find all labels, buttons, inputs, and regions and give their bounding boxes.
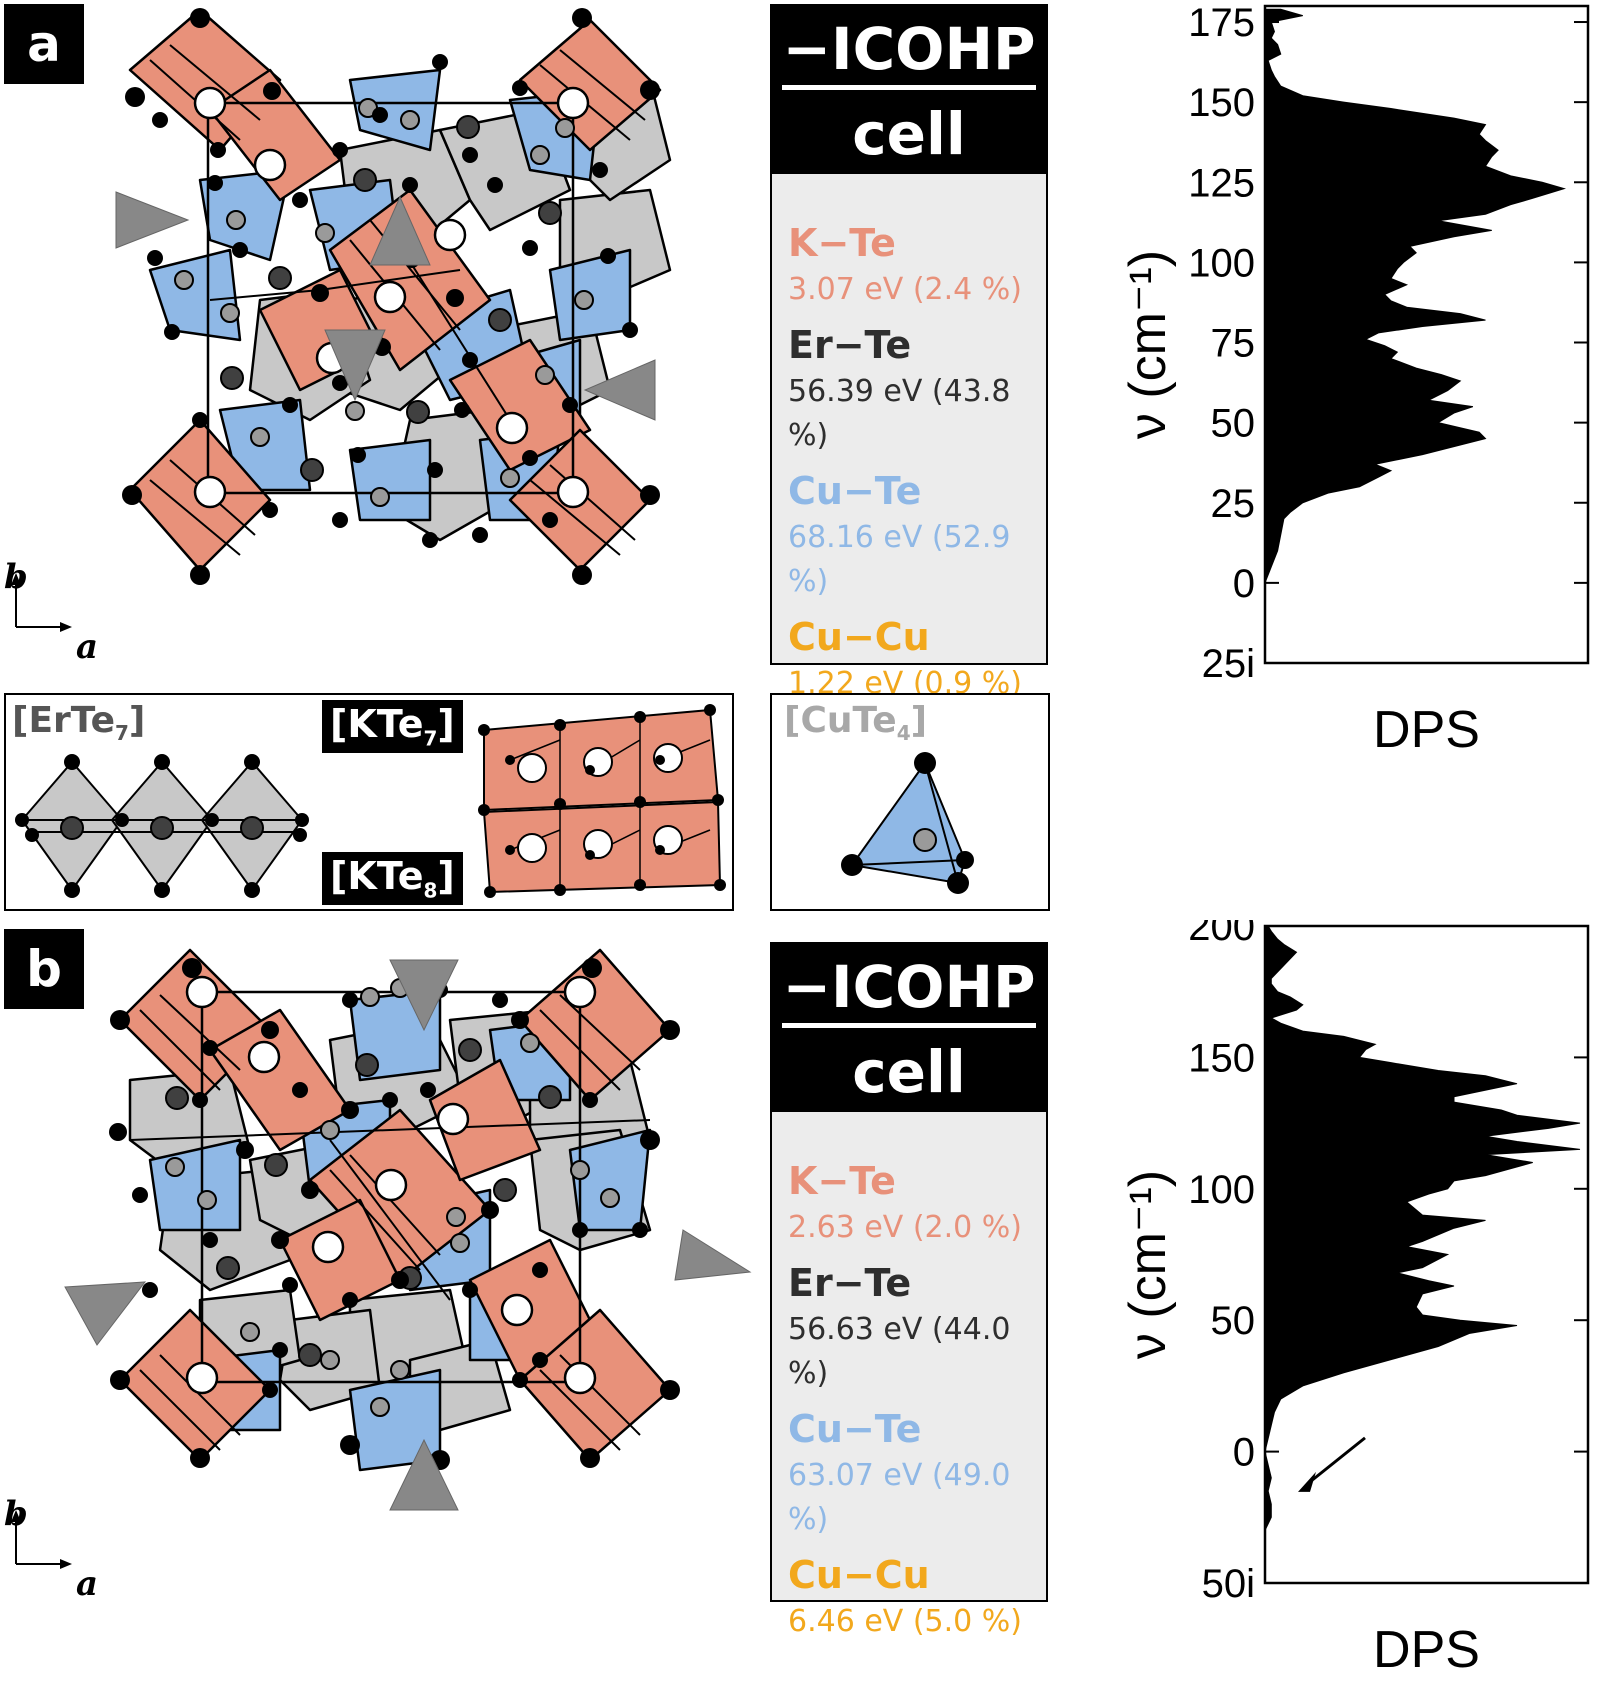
xlabel-a: DPS: [1373, 701, 1480, 759]
icohp-box-b: −ICOHP cell K−Te 2.63 eV (2.0 %) Er−Te 5…: [770, 942, 1048, 1639]
kte-polyhedra-illustration: [478, 704, 726, 898]
marker-triangle-top: [369, 195, 431, 266]
icohp-body-b: K−Te 2.63 eV (2.0 %) Er−Te 56.63 eV (44.…: [770, 1112, 1048, 1639]
xlabel-b: DPS: [1373, 1621, 1480, 1679]
ytick-label-a-3: 100: [1188, 241, 1255, 285]
dps-chart-b: 200 150 100 50 0 50i ν (cm⁻¹) DPS: [1119, 920, 1590, 1679]
axis-indicator-a: [11, 573, 72, 632]
bond-value-cucu-b: 6.46 eV (5.0 %): [788, 1604, 1023, 1639]
ytick-label-a-1: 150: [1188, 81, 1255, 125]
dps-frame-b: [1263, 924, 1590, 1585]
imaginary-mode-arrow-b: [1309, 1436, 1366, 1484]
panel-letter-a: a: [4, 4, 84, 84]
axis-a-label-b: a: [76, 1564, 99, 1604]
dps-area-b: [1264, 925, 1581, 1583]
bond-value-cute-a: 68.16 eV (52.9 %): [788, 520, 1011, 599]
bond-value-erte-a: 56.39 eV (43.8 %): [788, 374, 1011, 453]
cute4-tetrahedron-illustration: [841, 752, 974, 894]
bond-value-cute-b: 63.07 eV (49.0 %): [788, 1458, 1011, 1537]
ytick-label-a-0: 175: [1188, 1, 1255, 45]
bond-name-cute-a: Cu−Te: [788, 469, 922, 513]
ylabel-b: ν (cm⁻¹): [1119, 1170, 1177, 1359]
dps-frame-a: [1263, 4, 1590, 665]
ytick-label-a-7: 0: [1233, 562, 1255, 606]
ytick-label-b-1: 150: [1188, 1036, 1255, 1080]
bond-name-cucu-a: Cu−Cu: [788, 615, 930, 659]
bond-name-cute-b: Cu−Te: [788, 1407, 922, 1451]
dps-area-a: [1264, 8, 1567, 663]
ytick-label-a-6: 25: [1211, 482, 1256, 526]
marker-triangle-right-b: [674, 1229, 752, 1281]
marker-triangle-left: [115, 191, 190, 249]
bond-value-erte-b: 56.63 eV (44.0 %): [788, 1312, 1011, 1391]
crystal-structure-b: [64, 948, 752, 1511]
bond-name-cucu-b: Cu−Cu: [788, 1553, 930, 1597]
imaginary-mode-arrowhead-b: [1298, 1471, 1316, 1492]
icohp-title-a: −ICOHP: [782, 15, 1036, 90]
bond-value-kte-b: 2.63 eV (2.0 %): [788, 1210, 1023, 1245]
ytick-label-b-3: 50: [1211, 1299, 1256, 1343]
ytick-label-a-5: 50: [1211, 402, 1256, 446]
icohp-title-b: −ICOHP: [782, 953, 1036, 1028]
label-kte8: [KTe8]: [322, 852, 463, 905]
bond-name-erte-a: Er−Te: [788, 323, 912, 367]
axis-indicator-b: [11, 1510, 72, 1569]
axis-b-label-a: b: [4, 557, 28, 597]
bond-name-erte-b: Er−Te: [788, 1261, 912, 1305]
axis-a-label-a: a: [76, 627, 99, 667]
crystal-structure-a: [115, 8, 672, 585]
ytick-label-b-2: 100: [1188, 1168, 1255, 1212]
ytick-label-a-2: 125: [1188, 161, 1255, 205]
panel-letter-b: b: [4, 929, 84, 1009]
ytick-label-bottom-a: 25i: [1202, 642, 1255, 686]
label-kte7: [KTe7]: [322, 700, 463, 753]
bond-name-kte-b: K−Te: [788, 1159, 896, 1203]
bond-value-kte-a: 3.07 eV (2.4 %): [788, 272, 1023, 307]
icohp-header-a: −ICOHP cell: [770, 4, 1048, 174]
marker-triangle-left-b: [64, 1281, 147, 1346]
marker-triangle-top-b: [389, 959, 459, 1032]
icohp-sub-a: cell: [852, 100, 966, 168]
axis-b-label-b: b: [4, 1494, 28, 1534]
marker-triangle-bottom-b: [389, 1438, 459, 1511]
icohp-box-a: −ICOHP cell K−Te 3.07 eV (2.4 %) Er−Te 5…: [770, 4, 1048, 701]
dps-chart-a: 175 150 125 100 75 50 25 0 25i ν (cm⁻¹) DPS: [1119, 1, 1590, 759]
marker-triangle-center: [324, 329, 386, 402]
erte7-chain-illustration: [15, 754, 309, 898]
ytick-label-b-0: 200: [1188, 920, 1255, 949]
ytick-label-a-4: 75: [1211, 322, 1256, 366]
marker-triangle-right: [583, 359, 656, 421]
icohp-body-a: K−Te 3.07 eV (2.4 %) Er−Te 56.39 eV (43.…: [770, 174, 1048, 701]
label-cute4: [CuTe4]: [784, 700, 928, 746]
bond-name-kte-a: K−Te: [788, 221, 896, 265]
icohp-sub-b: cell: [852, 1038, 966, 1106]
icohp-header-b: −ICOHP cell: [770, 942, 1048, 1112]
ylabel-a: ν (cm⁻¹): [1119, 250, 1177, 439]
ytick-label-b-4: 0: [1233, 1431, 1255, 1475]
ytick-label-bottom-b: 50i: [1202, 1562, 1255, 1606]
label-erte7: [ErTe7]: [12, 700, 146, 746]
